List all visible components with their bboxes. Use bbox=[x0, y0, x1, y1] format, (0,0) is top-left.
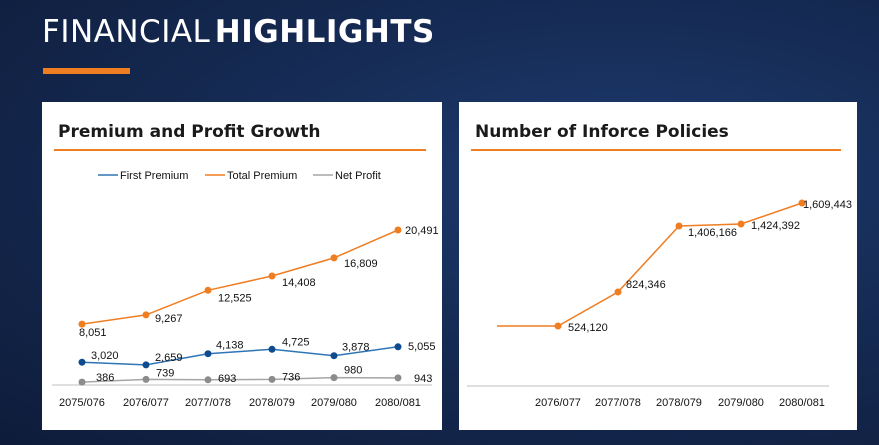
policies-point bbox=[737, 220, 745, 228]
net-profit-data-label: 693 bbox=[218, 373, 236, 385]
total-premium-point bbox=[78, 320, 86, 328]
inforce-policies-panel: Number of Inforce Policies 524,120 824,34… bbox=[459, 102, 857, 430]
policies-line bbox=[497, 202, 803, 327]
page-title-bold: HIGHLIGHTS bbox=[214, 14, 435, 50]
total-premium-data-label: 14,408 bbox=[282, 277, 316, 289]
total-premium-data-label: 16,809 bbox=[344, 258, 378, 270]
net-profit-point bbox=[330, 374, 338, 382]
x-tick-label: 2075/076 bbox=[59, 397, 105, 409]
x-tick-label: 2078/079 bbox=[656, 397, 702, 409]
total-premium-data-label: 8,051 bbox=[79, 327, 107, 339]
policies-data-label: 524,120 bbox=[568, 322, 608, 334]
legend-label: Total Premium bbox=[227, 170, 297, 182]
first-premium-point bbox=[330, 352, 338, 360]
total-premium-data-label: 9,267 bbox=[155, 313, 183, 325]
policies-point bbox=[554, 322, 562, 330]
first-premium-data-label: 5,055 bbox=[408, 341, 436, 353]
net-profit-point bbox=[142, 375, 150, 383]
x-tick-label: 2080/081 bbox=[375, 397, 421, 409]
title-divider bbox=[54, 149, 426, 151]
net-profit-data-label: 943 bbox=[414, 373, 432, 385]
premium-profit-panel: Premium and Profit Growth First Premium T… bbox=[42, 102, 442, 430]
total-premium-point bbox=[204, 286, 212, 294]
net-profit-data-label: 980 bbox=[344, 365, 362, 377]
policies-data-label: 1,406,166 bbox=[688, 227, 737, 239]
net-profit-data-label: 386 bbox=[96, 372, 114, 384]
policies-data-label: 1,424,392 bbox=[751, 220, 800, 232]
x-tick-label: 2080/081 bbox=[779, 397, 825, 409]
net-profit-point bbox=[394, 374, 402, 382]
title-accent-bar bbox=[43, 68, 130, 74]
premium-profit-chart: First Premium Total Premium Net Profit 3,02… bbox=[52, 170, 439, 409]
x-tick-label: 2076/077 bbox=[535, 397, 581, 409]
policies-point bbox=[675, 222, 683, 230]
chart-title: Premium and Profit Growth bbox=[58, 122, 321, 142]
x-tick-label: 2077/078 bbox=[595, 397, 641, 409]
total-premium-data-label: 12,525 bbox=[218, 292, 252, 304]
first-premium-point bbox=[268, 345, 276, 353]
legend-label: First Premium bbox=[120, 170, 188, 182]
x-tick-label: 2077/078 bbox=[185, 397, 231, 409]
first-premium-data-label: 3,878 bbox=[342, 342, 370, 354]
total-premium-point bbox=[142, 311, 150, 319]
policies-point bbox=[614, 288, 622, 296]
net-profit-line bbox=[81, 376, 399, 383]
page-title: FINANCIAL HIGHLIGHTS bbox=[42, 14, 435, 58]
title-divider bbox=[471, 149, 841, 151]
inforce-policies-chart: 524,120 824,346 1,406,166 1,424,3921,609,44… bbox=[467, 199, 852, 409]
first-premium-point bbox=[78, 358, 86, 366]
first-premium-line bbox=[81, 346, 399, 366]
net-profit-data-label: 739 bbox=[156, 367, 174, 379]
total-premium-point bbox=[394, 226, 402, 234]
net-profit-point bbox=[268, 375, 276, 383]
net-profit-data-label: 736 bbox=[282, 371, 300, 383]
chart-title: Number of Inforce Policies bbox=[475, 122, 729, 142]
net-profit-point bbox=[204, 376, 212, 384]
page-title-light: FINANCIAL bbox=[42, 14, 211, 50]
x-tick-label: 2076/077 bbox=[123, 397, 169, 409]
first-premium-data-label: 3,020 bbox=[91, 350, 119, 362]
x-tick-label: 2079/080 bbox=[311, 397, 357, 409]
policies-data-label: 824,346 bbox=[626, 279, 666, 291]
net-profit-point bbox=[78, 378, 86, 386]
legend-label: Net Profit bbox=[335, 170, 381, 182]
policies-data-label: 1,609,443 bbox=[803, 199, 852, 211]
total-premium-point bbox=[330, 254, 338, 262]
first-premium-point bbox=[394, 343, 402, 351]
x-tick-label: 2078/079 bbox=[249, 397, 295, 409]
first-premium-data-label: 4,725 bbox=[282, 336, 310, 348]
first-premium-point bbox=[142, 361, 150, 369]
first-premium-point bbox=[204, 350, 212, 358]
first-premium-data-label: 4,138 bbox=[216, 340, 244, 352]
total-premium-data-label: 20,491 bbox=[405, 225, 439, 237]
first-premium-data-label: 2,659 bbox=[155, 352, 183, 364]
total-premium-point bbox=[268, 272, 276, 280]
x-tick-label: 2079/080 bbox=[718, 397, 764, 409]
policies-point bbox=[798, 199, 806, 207]
total-premium-line bbox=[81, 229, 399, 325]
